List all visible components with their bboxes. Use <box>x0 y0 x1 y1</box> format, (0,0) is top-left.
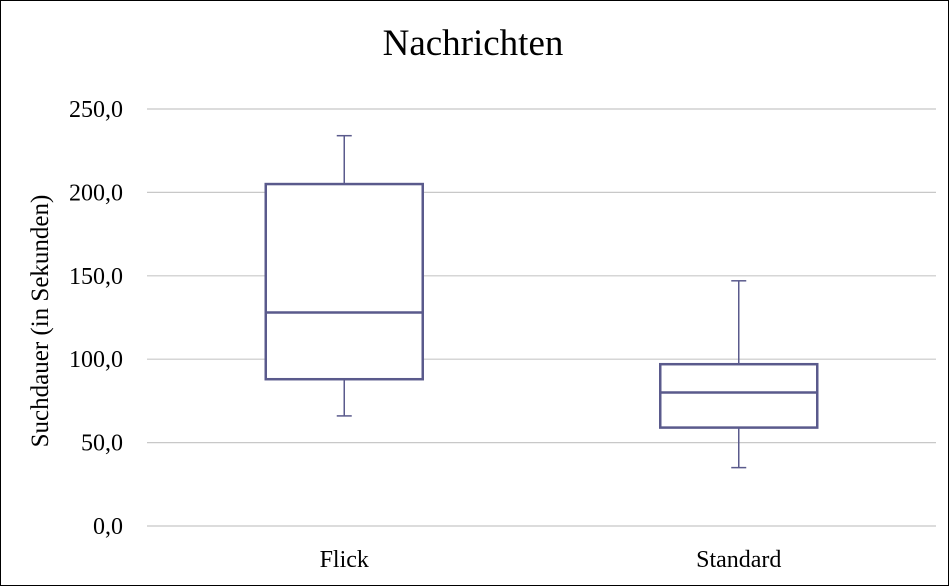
x-axis-ticks: Flick Standard <box>320 547 782 573</box>
iqr-box <box>264 182 424 381</box>
x-tick-label-flick: Flick <box>320 547 369 573</box>
y-tick-label-4: 200,0 <box>69 180 123 206</box>
iqr-box <box>659 362 819 429</box>
y-tick-label-2: 100,0 <box>69 347 123 373</box>
box-standard <box>659 280 819 469</box>
boxes <box>264 134 819 469</box>
y-tick-label-5: 250,0 <box>69 97 123 123</box>
y-axis-label: Suchdauer (in Sekunden) <box>27 195 54 448</box>
y-tick-label-0: 0,0 <box>93 514 123 540</box>
y-tick-label-1: 50,0 <box>81 431 123 457</box>
y-tick-label-3: 150,0 <box>69 264 123 290</box>
x-tick-label-standard: Standard <box>696 547 781 573</box>
y-axis-ticks: 0,0 50,0 100,0 150,0 200,0 250,0 <box>69 97 123 540</box>
box-flick <box>264 134 424 417</box>
chart-title: Nachrichten <box>383 23 564 64</box>
